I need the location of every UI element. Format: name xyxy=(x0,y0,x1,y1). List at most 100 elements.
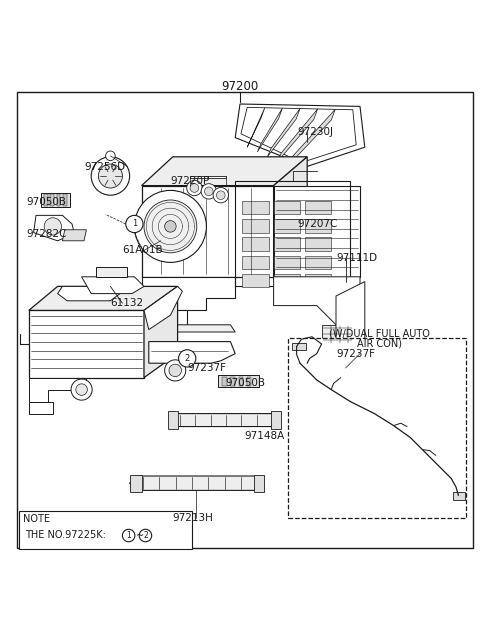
Text: 1: 1 xyxy=(132,220,137,228)
Circle shape xyxy=(134,191,206,262)
Polygon shape xyxy=(271,411,281,429)
Circle shape xyxy=(169,364,181,376)
Circle shape xyxy=(204,187,213,196)
Polygon shape xyxy=(274,255,300,269)
Polygon shape xyxy=(63,195,67,205)
Polygon shape xyxy=(130,475,142,492)
Polygon shape xyxy=(142,276,235,310)
Text: 97050B: 97050B xyxy=(26,197,66,207)
Text: 61A01B: 61A01B xyxy=(122,245,163,255)
Polygon shape xyxy=(29,310,144,378)
Polygon shape xyxy=(241,108,356,163)
Polygon shape xyxy=(274,157,307,276)
Polygon shape xyxy=(254,475,264,492)
Polygon shape xyxy=(62,230,86,241)
Polygon shape xyxy=(44,195,48,205)
Circle shape xyxy=(216,191,225,200)
Polygon shape xyxy=(29,287,178,310)
Circle shape xyxy=(126,215,143,232)
Text: THE NO.97225K:: THE NO.97225K: xyxy=(25,530,109,540)
Polygon shape xyxy=(144,287,178,378)
Polygon shape xyxy=(96,268,127,276)
Text: 61132: 61132 xyxy=(110,298,144,308)
Polygon shape xyxy=(34,215,74,241)
Text: 97111D: 97111D xyxy=(336,253,377,262)
Polygon shape xyxy=(190,176,226,179)
Polygon shape xyxy=(144,287,182,330)
Polygon shape xyxy=(292,343,306,350)
Polygon shape xyxy=(29,378,86,402)
Circle shape xyxy=(187,180,202,196)
Polygon shape xyxy=(277,109,318,161)
Circle shape xyxy=(71,379,92,400)
Polygon shape xyxy=(267,109,300,157)
Circle shape xyxy=(144,200,197,253)
Polygon shape xyxy=(50,195,54,205)
Polygon shape xyxy=(58,287,120,301)
Polygon shape xyxy=(288,109,335,166)
Polygon shape xyxy=(257,108,282,152)
Polygon shape xyxy=(305,201,331,214)
Polygon shape xyxy=(305,237,331,251)
Polygon shape xyxy=(222,376,227,386)
Circle shape xyxy=(165,221,176,232)
Text: 97148A: 97148A xyxy=(245,431,285,441)
Polygon shape xyxy=(163,325,235,332)
Text: ~: ~ xyxy=(136,531,144,541)
Circle shape xyxy=(98,164,122,188)
Polygon shape xyxy=(130,476,262,490)
Text: 2: 2 xyxy=(143,531,148,540)
Polygon shape xyxy=(336,282,365,358)
Polygon shape xyxy=(170,413,276,426)
Text: 97230J: 97230J xyxy=(298,127,334,137)
Text: 97220P: 97220P xyxy=(170,176,210,186)
Text: 97282C: 97282C xyxy=(26,228,67,239)
Text: 97200: 97200 xyxy=(221,81,259,93)
Polygon shape xyxy=(218,375,259,387)
Polygon shape xyxy=(242,219,269,233)
Polygon shape xyxy=(274,237,300,251)
Polygon shape xyxy=(142,310,187,325)
Bar xyxy=(288,338,466,518)
Circle shape xyxy=(179,349,196,367)
Polygon shape xyxy=(142,157,307,186)
Polygon shape xyxy=(274,201,300,214)
Polygon shape xyxy=(305,255,331,269)
Polygon shape xyxy=(57,195,60,205)
Polygon shape xyxy=(242,274,269,287)
Text: 97207C: 97207C xyxy=(298,219,338,229)
Polygon shape xyxy=(274,186,360,276)
Bar xyxy=(19,511,192,549)
Polygon shape xyxy=(242,201,269,214)
Polygon shape xyxy=(274,219,300,233)
Circle shape xyxy=(190,184,199,192)
Circle shape xyxy=(106,151,115,161)
Polygon shape xyxy=(247,108,265,147)
Circle shape xyxy=(44,218,61,235)
Polygon shape xyxy=(29,402,53,413)
Polygon shape xyxy=(247,376,251,386)
Polygon shape xyxy=(230,376,235,386)
Circle shape xyxy=(165,360,186,381)
Polygon shape xyxy=(41,193,70,207)
Polygon shape xyxy=(142,186,274,276)
Text: 97237F: 97237F xyxy=(336,349,375,358)
Circle shape xyxy=(213,188,228,203)
Polygon shape xyxy=(239,376,243,386)
Circle shape xyxy=(76,384,87,396)
Polygon shape xyxy=(322,325,353,344)
Polygon shape xyxy=(274,276,360,325)
Text: 97237F: 97237F xyxy=(187,363,226,373)
Polygon shape xyxy=(453,492,465,500)
Circle shape xyxy=(91,157,130,195)
Polygon shape xyxy=(82,276,144,294)
Polygon shape xyxy=(168,411,178,429)
Text: 97213H: 97213H xyxy=(173,513,214,524)
Polygon shape xyxy=(274,274,300,287)
Text: (W/DUAL FULL AUTO: (W/DUAL FULL AUTO xyxy=(329,328,430,339)
Text: AIR CON): AIR CON) xyxy=(357,338,402,348)
Polygon shape xyxy=(242,255,269,269)
Polygon shape xyxy=(235,104,365,166)
Text: 1: 1 xyxy=(126,531,131,540)
Polygon shape xyxy=(149,342,235,364)
